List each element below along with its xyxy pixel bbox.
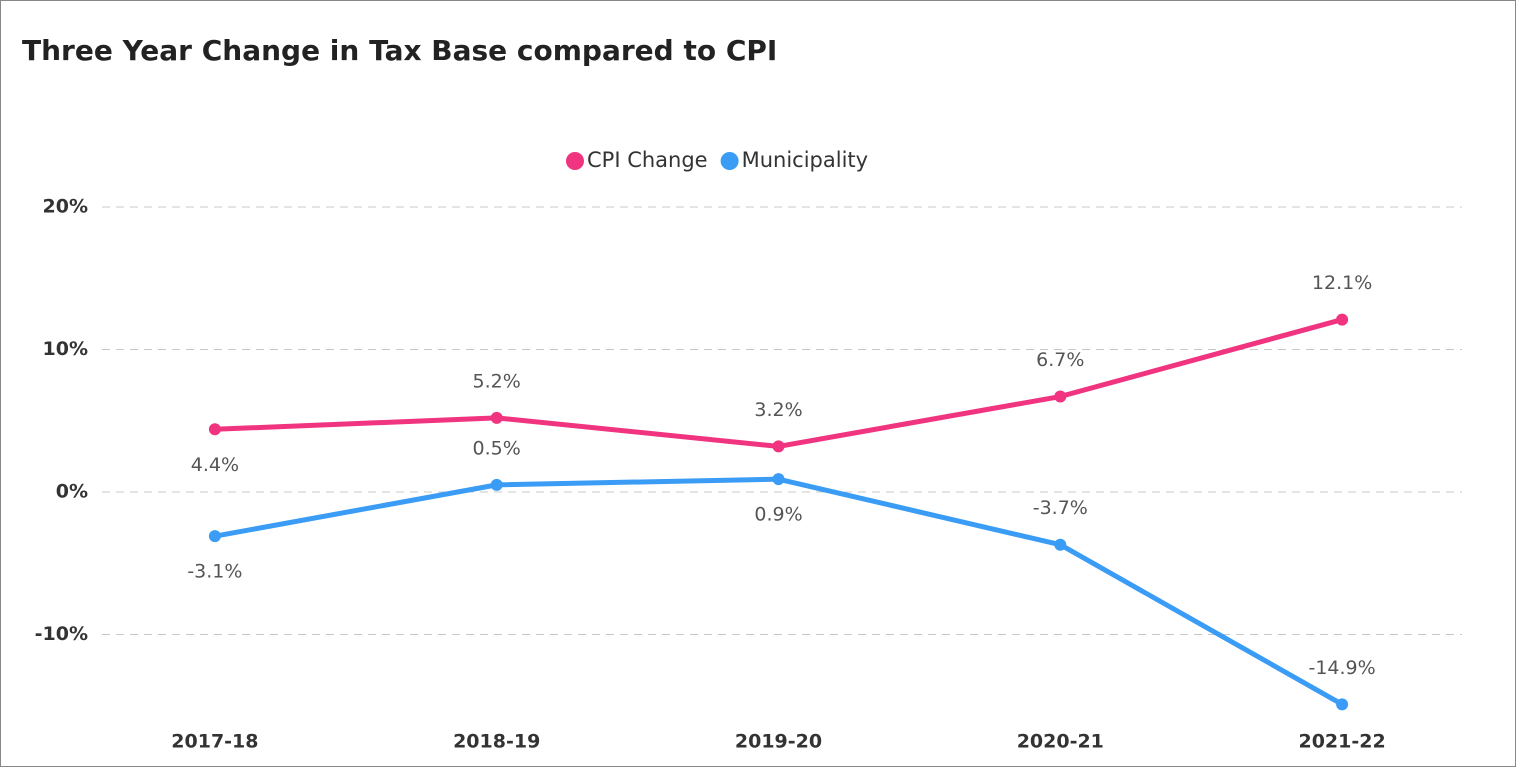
point (1054, 390, 1067, 403)
y-tick-label: 0% (56, 481, 88, 503)
x-tick-label: 2018-19 (453, 731, 540, 753)
x-tick-label: 2021-22 (1298, 731, 1385, 753)
point (208, 423, 221, 436)
x-tick-label: 2019-20 (735, 731, 822, 753)
data-label: 0.5% (473, 437, 521, 459)
data-label: 4.4% (191, 454, 239, 476)
legend-label: Municipality (742, 148, 868, 172)
point (772, 440, 785, 453)
y-tick-label: 20% (43, 196, 88, 218)
point (1336, 698, 1349, 711)
legend-marker (720, 152, 739, 170)
point (490, 411, 503, 424)
point (490, 478, 503, 491)
y-tick-label: -10% (35, 623, 88, 645)
data-label: 12.1% (1312, 272, 1372, 294)
data-label: 3.2% (754, 399, 802, 421)
point (208, 530, 221, 543)
data-label: -3.7% (1033, 497, 1088, 519)
legend-label: CPI Change (587, 148, 708, 172)
data-label: -3.1% (187, 561, 242, 583)
y-tick-label: 10% (43, 338, 88, 360)
x-tick-label: 2017-18 (171, 731, 258, 753)
data-label: -14.9% (1308, 657, 1375, 679)
data-label: 6.7% (1036, 349, 1084, 371)
point (772, 473, 785, 486)
data-label: 5.2% (473, 370, 521, 392)
point (1054, 538, 1067, 551)
point (1336, 313, 1349, 326)
data-label: 0.9% (754, 504, 802, 526)
chart-title: Three Year Change in Tax Base compared t… (22, 34, 777, 67)
x-tick-label: 2020-21 (1017, 731, 1104, 753)
legend-marker (566, 152, 584, 170)
